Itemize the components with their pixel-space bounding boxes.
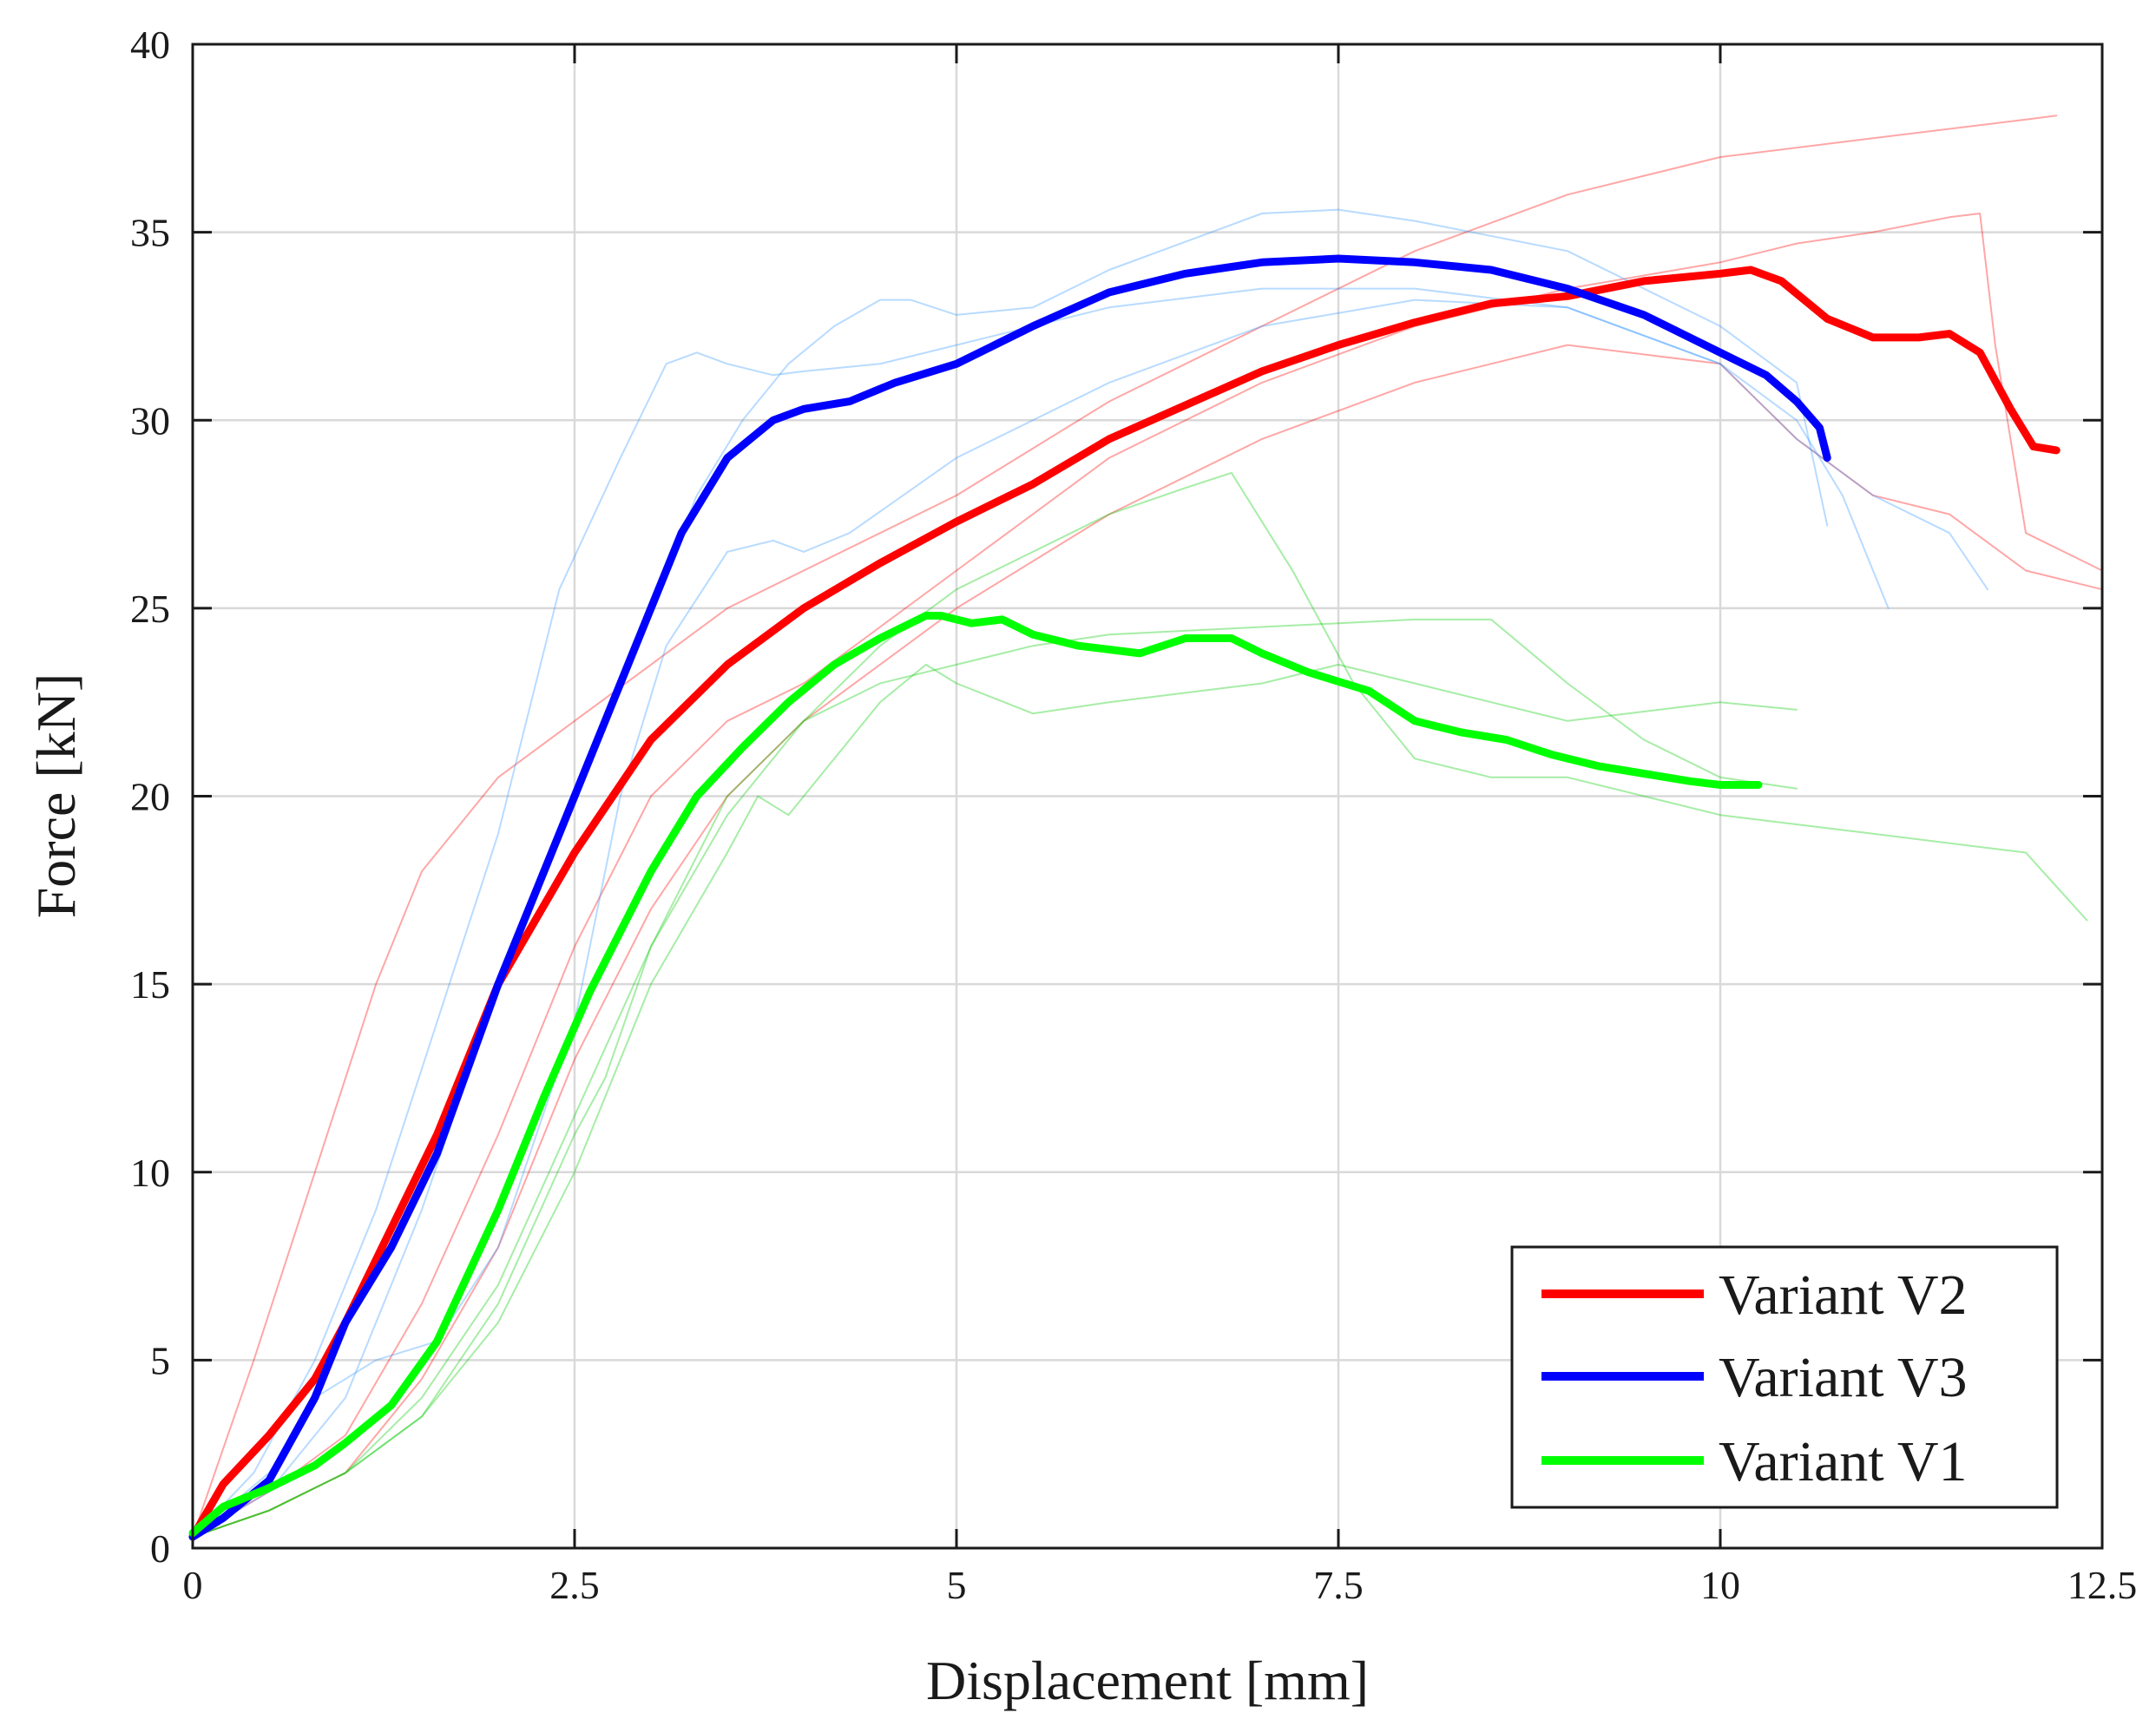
axis-ticks xyxy=(191,43,2104,1550)
y-tick-label: 40 xyxy=(130,23,170,67)
x-tick-label: 10 xyxy=(1700,1563,1740,1607)
series-line-v2-specimen-3 xyxy=(192,344,2103,1538)
legend: Variant V2 Variant V3 Variant V1 xyxy=(1510,1245,2059,1509)
series-line-v3-specimen-3 xyxy=(192,299,1988,1538)
x-tick-label: 5 xyxy=(947,1563,967,1607)
x-tick-label: 7.5 xyxy=(1313,1563,1364,1607)
y-axis-title: Force [kN] xyxy=(25,673,87,919)
y-tick-label: 25 xyxy=(130,587,170,631)
x-axis-title: Displacement [mm] xyxy=(926,1650,1369,1711)
series-line-variant-v2 xyxy=(188,266,2061,1541)
mean-curves xyxy=(188,254,2061,1541)
y-tick-label: 0 xyxy=(150,1526,170,1571)
y-tick-label: 35 xyxy=(130,211,170,255)
series-line-variant-v3 xyxy=(188,254,1831,1541)
series-line-v1-specimen-2 xyxy=(192,663,1798,1538)
x-tick-label: 0 xyxy=(183,1563,203,1607)
series-line-variant-v1 xyxy=(188,612,1763,1538)
series-line-v1-specimen-3 xyxy=(192,618,1798,1538)
series-line-v2-specimen-1 xyxy=(192,115,2058,1538)
y-tick-labels: 0 5 10 15 20 25 30 35 40 xyxy=(130,23,170,1571)
y-tick-label: 10 xyxy=(130,1151,170,1195)
x-tick-label: 12.5 xyxy=(2067,1563,2138,1607)
y-tick-label: 30 xyxy=(130,398,170,443)
legend-label-v3: Variant V3 xyxy=(1719,1346,1968,1409)
series-line-v2-specimen-2 xyxy=(192,213,2103,1538)
series-line-v3-specimen-1 xyxy=(192,287,1890,1538)
x-tick-labels: 0 2.5 5 7.5 10 12.5 xyxy=(183,1563,2138,1607)
y-tick-label: 5 xyxy=(150,1338,170,1382)
x-tick-label: 2.5 xyxy=(549,1563,600,1607)
y-tick-label: 20 xyxy=(130,775,170,819)
legend-label-v1: Variant V1 xyxy=(1719,1430,1968,1493)
legend-label-v2: Variant V2 xyxy=(1719,1263,1968,1327)
y-tick-label: 15 xyxy=(130,962,170,1007)
series-line-v1-specimen-1 xyxy=(192,471,2088,1538)
